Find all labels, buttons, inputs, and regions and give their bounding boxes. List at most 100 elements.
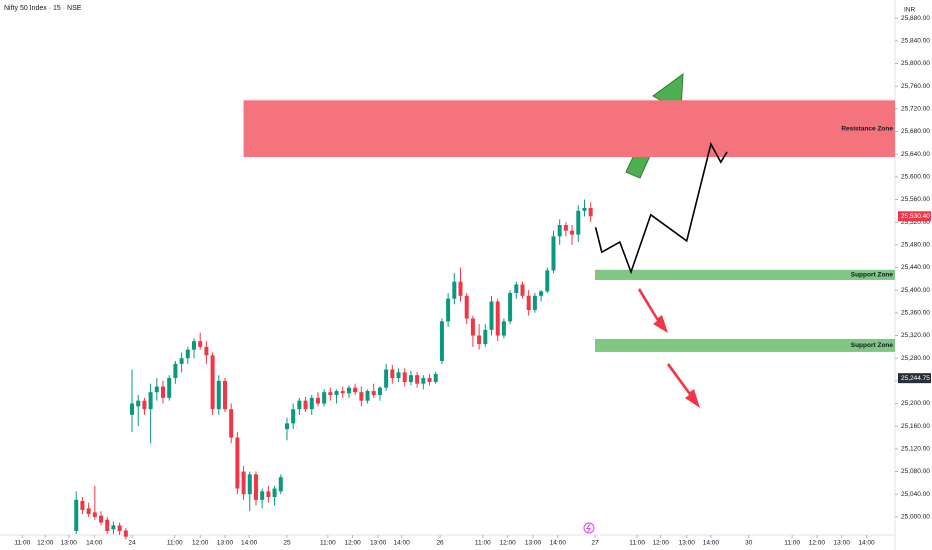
x-tick-label: 24 bbox=[128, 540, 136, 547]
price-label: 25,244.75 bbox=[898, 373, 931, 384]
candle-body bbox=[74, 499, 79, 532]
candle-body bbox=[315, 397, 320, 404]
candle-body bbox=[130, 403, 135, 415]
x-tick-label: 13:00 bbox=[217, 540, 234, 547]
x-tick-label: 11:00 bbox=[320, 540, 336, 547]
candle-body bbox=[377, 387, 382, 396]
y-tick-label: 25,040.00 bbox=[901, 491, 930, 498]
candle-body bbox=[483, 329, 488, 345]
candle-body bbox=[136, 400, 141, 407]
candle-body bbox=[532, 295, 537, 311]
price-label: 25,530.40 bbox=[898, 211, 931, 222]
y-tick-label: 25,800.00 bbox=[901, 60, 930, 67]
x-tick-label: 11:00 bbox=[784, 540, 800, 547]
candle-body bbox=[464, 295, 469, 319]
candle-body bbox=[390, 369, 395, 379]
y-tick-label: 25,400.00 bbox=[901, 287, 930, 294]
zone-label: Support Zone bbox=[851, 342, 894, 349]
candle-body bbox=[557, 224, 562, 237]
candle-body bbox=[291, 409, 296, 424]
candle-body bbox=[105, 519, 110, 532]
candle-body bbox=[514, 284, 519, 294]
candle-body bbox=[477, 335, 482, 345]
candle-body bbox=[278, 477, 283, 492]
y-tick-label: 25,760.00 bbox=[901, 83, 930, 90]
candle-body bbox=[334, 391, 339, 396]
plot: Resistance Zone Support Zone Support Zone bbox=[74, 100, 895, 540]
y-tick-label: 25,200.00 bbox=[901, 400, 930, 407]
y-tick-label: 25,320.00 bbox=[901, 332, 930, 339]
candle-body bbox=[384, 369, 389, 388]
x-tick-label: 26 bbox=[436, 540, 444, 547]
candle-body bbox=[247, 474, 252, 495]
candle-body bbox=[179, 358, 184, 364]
zone bbox=[595, 338, 895, 352]
zone bbox=[595, 269, 895, 280]
candle-body bbox=[148, 392, 153, 410]
candle-body bbox=[303, 400, 308, 410]
candle-body bbox=[210, 355, 215, 410]
y-tick-label: 25,000.00 bbox=[901, 514, 930, 521]
price-label-text: 25,530.40 bbox=[901, 213, 930, 220]
candle-body bbox=[588, 207, 593, 217]
candle-body bbox=[328, 392, 333, 396]
candle-body bbox=[123, 530, 128, 537]
candle-body bbox=[80, 500, 85, 511]
candle-body bbox=[204, 346, 209, 356]
x-tick-label: 13:00 bbox=[61, 540, 78, 547]
candle-body bbox=[198, 341, 203, 347]
candle-body bbox=[260, 491, 265, 500]
y-tick-label: 25,480.00 bbox=[901, 242, 930, 249]
candle-body bbox=[470, 318, 475, 336]
projection-line bbox=[594, 141, 728, 275]
candle-body bbox=[241, 471, 246, 495]
x-tick-label: 11:00 bbox=[629, 540, 645, 547]
candle-body bbox=[229, 409, 234, 438]
x-tick-label: 30 bbox=[745, 540, 753, 547]
candle-body bbox=[433, 374, 438, 382]
x-tick-label: 14:00 bbox=[550, 540, 567, 547]
x-tick-label: 11:00 bbox=[14, 540, 30, 547]
candle-body bbox=[570, 230, 575, 235]
candle-body bbox=[191, 341, 196, 350]
candle-body bbox=[415, 375, 420, 384]
y-tick-label: 25,680.00 bbox=[901, 128, 930, 135]
candle-body bbox=[173, 363, 178, 379]
candle-body bbox=[284, 423, 289, 430]
x-tick-label: 12:00 bbox=[809, 540, 826, 547]
price-label-text: 25,244.75 bbox=[901, 375, 930, 382]
candle-body bbox=[309, 397, 314, 410]
x-tick-label: 12:00 bbox=[653, 540, 670, 547]
y-tick-label: 25,520.00 bbox=[901, 219, 930, 226]
y-tick-label: 25,440.00 bbox=[901, 264, 930, 271]
candle-body bbox=[495, 301, 500, 336]
candle-body bbox=[185, 349, 190, 359]
candle-body bbox=[446, 298, 451, 322]
candle-body bbox=[92, 512, 97, 517]
candle-body bbox=[359, 392, 364, 401]
candle-body bbox=[545, 270, 550, 292]
price-label-box bbox=[898, 373, 931, 384]
x-tick-label: 14:00 bbox=[703, 540, 720, 547]
candle-body bbox=[563, 224, 568, 231]
candle-body bbox=[576, 210, 581, 235]
down-arrow bbox=[638, 288, 668, 333]
x-tick-label: 13:00 bbox=[370, 540, 387, 547]
candle-body bbox=[266, 491, 271, 498]
chart-title: Nifty 50 Index · 15 · NSE bbox=[4, 5, 82, 12]
candle-body bbox=[458, 281, 463, 296]
x-tick-label: 12:00 bbox=[37, 540, 54, 547]
candle-body bbox=[489, 301, 494, 330]
y-tick-label: 25,360.00 bbox=[901, 310, 930, 317]
candle-body bbox=[508, 293, 513, 322]
candle-body bbox=[222, 380, 227, 410]
x-tick-label: 12:00 bbox=[345, 540, 362, 547]
candle-body bbox=[501, 321, 506, 336]
y-tick-label: 25,160.00 bbox=[901, 423, 930, 430]
down-arrow bbox=[667, 363, 700, 408]
candle-body bbox=[167, 378, 172, 398]
candle-body bbox=[353, 387, 358, 393]
zone-label: Resistance Zone bbox=[841, 125, 893, 132]
